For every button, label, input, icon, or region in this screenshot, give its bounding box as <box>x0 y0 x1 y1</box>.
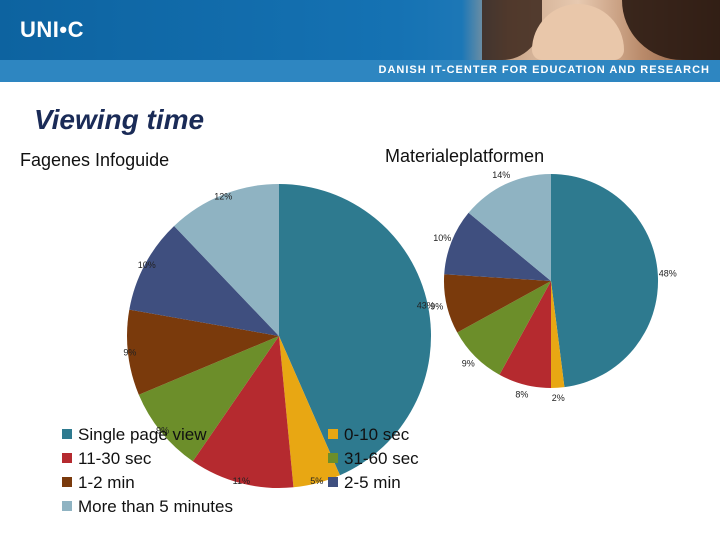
unic-logo: UNI•C <box>20 17 84 42</box>
data-label-2-5-min: 10% <box>138 260 156 270</box>
legend-swatch <box>328 429 338 439</box>
legend-swatch <box>328 453 338 463</box>
legend-swatch <box>62 477 72 487</box>
data-label-1-2-min: 9% <box>123 348 136 358</box>
tagline-band: DANISH IT-CENTER FOR EDUCATION AND RESEA… <box>0 60 720 82</box>
legend-right: 0-10 sec 31-60 sec 2-5 min <box>328 424 419 496</box>
data-label-0-10-sec: 2% <box>552 393 565 403</box>
legend-item-2-5-min: 2-5 min <box>328 472 419 496</box>
header-photo <box>462 0 720 60</box>
data-label-11-30-sec: 8% <box>515 389 528 399</box>
legend-swatch <box>328 477 338 487</box>
data-label-31-60-sec: 9% <box>462 359 475 369</box>
data-label-2-5-min: 10% <box>433 233 451 243</box>
pie-slice-0-10-sec <box>279 336 340 488</box>
legend-item-0-10-sec: 0-10 sec <box>328 424 419 448</box>
data-label-more-than-5-minutes: 12% <box>214 192 232 202</box>
data-label-11-30-sec: 11% <box>233 476 250 486</box>
tagline: DANISH IT-CENTER FOR EDUCATION AND RESEA… <box>378 64 710 76</box>
legend-item-1-2-min: 1-2 min <box>62 472 233 496</box>
pie-slice-more-than-5-minutes <box>174 184 279 336</box>
pie-slice-31-60-sec <box>457 281 551 375</box>
pie-slice-11-30-sec <box>192 336 294 488</box>
pie-materiale: 48% 2% 8% 9% 9% 10% 14% <box>430 170 677 403</box>
data-label-single-page-view: 43% <box>417 300 435 310</box>
pie-fagenes: 43% 5% 11% 9% 9% 10% 12% <box>123 184 435 488</box>
legend-left: Single page view 11-30 sec 1-2 min More … <box>62 424 233 520</box>
pie-slice-2-5-min <box>444 212 551 281</box>
pie-slice-single-page-view <box>551 174 659 388</box>
pie-slice-1-2-min <box>443 274 551 333</box>
data-label-0-10-sec: 5% <box>310 476 323 486</box>
legend-swatch <box>62 429 72 439</box>
chart-title-fagenes: Fagenes Infoguide <box>20 150 170 170</box>
legend-item-more-than-5-minutes: More than 5 minutes <box>62 496 233 520</box>
legend-item-31-60-sec: 31-60 sec <box>328 448 419 472</box>
data-label-31-60-sec: 9% <box>156 426 169 436</box>
pie-slice-single-page-view <box>279 184 432 476</box>
legend-item-11-30-sec: 11-30 sec <box>62 448 233 472</box>
data-label-single-page-view: 48% <box>659 269 677 279</box>
pie-slice-0-10-sec <box>551 281 565 388</box>
chart-title-materiale: Materialeplatformen <box>385 146 545 166</box>
legend-item-single-page-view: Single page view <box>62 424 233 448</box>
header-banner: UNI•C <box>0 0 720 60</box>
pie-slice-more-than-5-minutes <box>468 174 551 281</box>
pie-slice-31-60-sec <box>138 336 279 462</box>
slide-title: Viewing time <box>34 104 205 135</box>
data-label-1-2-min: 9% <box>430 302 443 312</box>
data-label-more-than-5-minutes: 14% <box>492 170 510 180</box>
legend-swatch <box>62 453 72 463</box>
legend-swatch <box>62 501 72 511</box>
pie-slice-2-5-min <box>129 225 279 336</box>
pie-slice-1-2-min <box>127 309 279 395</box>
pie-slice-11-30-sec <box>499 281 551 388</box>
